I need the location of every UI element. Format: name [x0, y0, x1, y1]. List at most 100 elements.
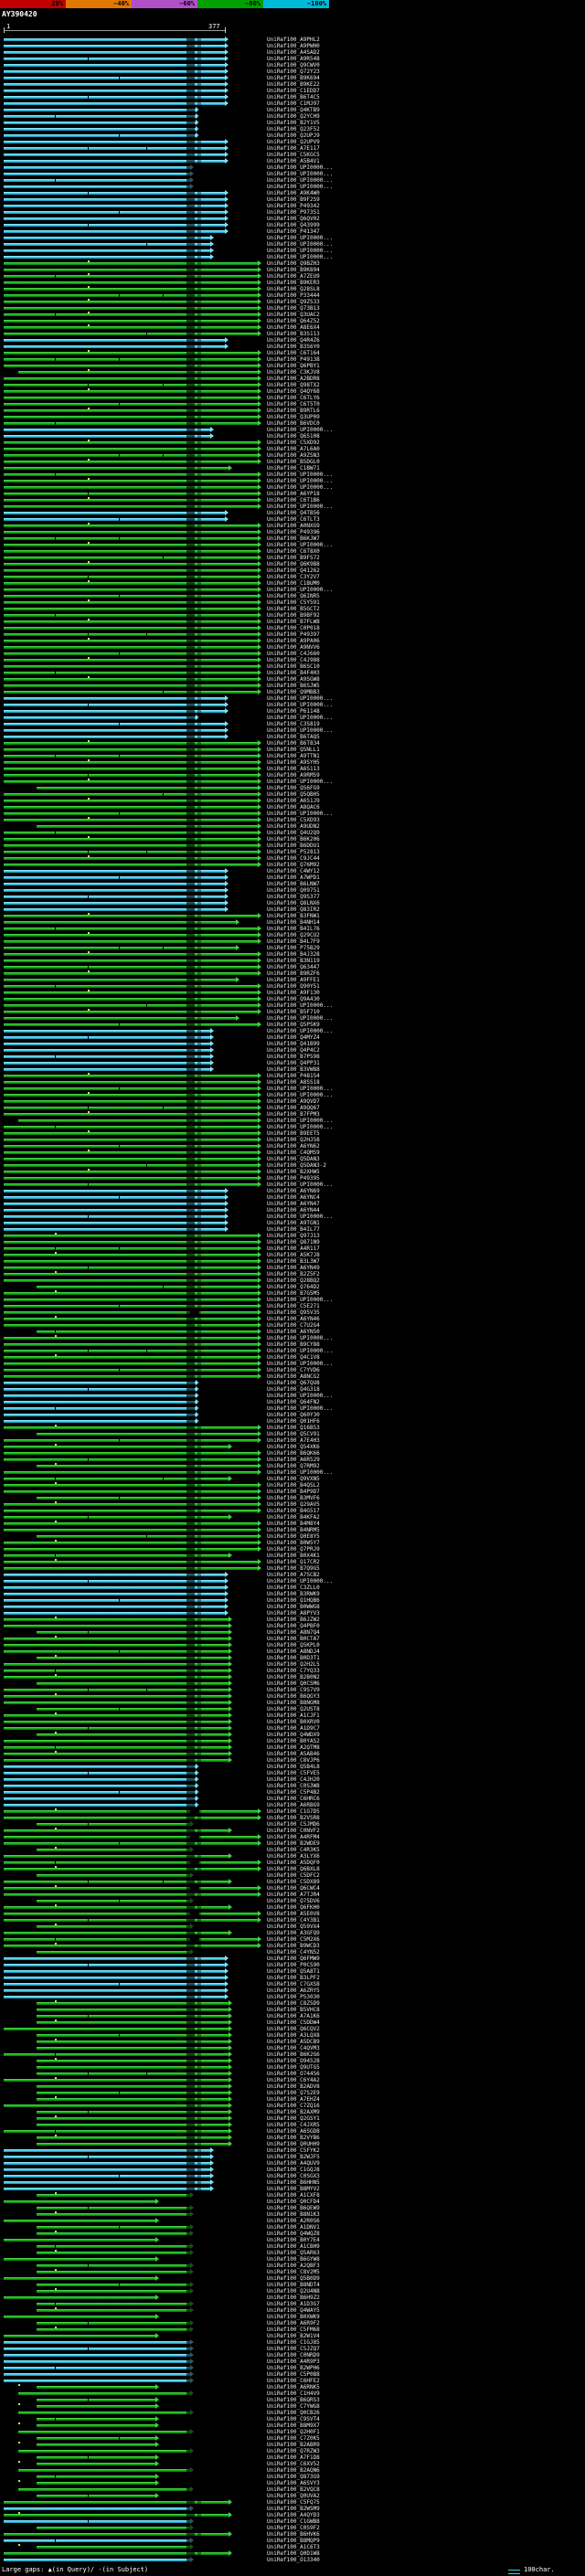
hsp-bar[interactable] — [37, 1465, 258, 1468]
hit-label[interactable]: UniRef100_Q4U2Q9 — [267, 830, 320, 836]
alignment-row[interactable]: UniRef100_A5AB46 — [0, 1751, 585, 1757]
hit-label[interactable]: UniRef100_A6ZRY5 — [267, 1988, 320, 1994]
alignment-row[interactable]: UniRef100_C4YN52 — [0, 1949, 585, 1956]
alignment-row[interactable]: UniRef100_UPI0000... — [0, 779, 585, 785]
hit-label[interactable]: UniRef100_C4JH20 — [267, 1776, 320, 1783]
hit-label[interactable]: UniRef100_Q0CSM6 — [267, 1680, 320, 1687]
alignment-row[interactable]: UniRef100_C5DFC2 — [0, 1872, 585, 1879]
alignment-row[interactable]: UniRef100_UPI0000... — [0, 1124, 585, 1130]
alignment-row[interactable]: UniRef100_A7ZEU9 — [0, 273, 585, 280]
hit-label[interactable]: UniRef100_P49396 — [267, 529, 320, 535]
hit-label[interactable]: UniRef100_UPI0000... — [267, 542, 334, 548]
hit-label[interactable]: UniRef100_Q41B99 — [267, 1041, 320, 1047]
hsp-bar[interactable] — [4, 557, 258, 559]
hit-label[interactable]: UniRef100_C5FVE5 — [267, 1770, 320, 1776]
alignment-row[interactable]: UniRef100_B2B0N2 — [0, 1674, 585, 1680]
alignment-row[interactable]: UniRef100_A9QQ67 — [0, 1105, 585, 1111]
hsp-bar[interactable] — [4, 1989, 225, 1992]
alignment-row[interactable]: UniRef100_P49395 — [0, 1175, 585, 1182]
hsp-bar[interactable] — [4, 1554, 229, 1557]
alignment-row[interactable]: UniRef100_Q59VX4 — [0, 1924, 585, 1930]
hsp-bar[interactable] — [4, 1145, 258, 1148]
alignment-row[interactable]: UniRef100_B8N1K3 — [0, 2211, 585, 2218]
alignment-row[interactable]: UniRef100_UPI0000... — [0, 177, 585, 184]
hit-label[interactable]: UniRef100_A6S1J9 — [267, 798, 320, 804]
alignment-row[interactable]: UniRef100_A9F130 — [0, 990, 585, 996]
alignment-row[interactable]: UniRef100_Q29CU2 — [0, 932, 585, 938]
hit-label[interactable]: UniRef100_Q2UST8 — [267, 1706, 320, 1712]
alignment-row[interactable]: UniRef100_A8NDJ4 — [0, 1648, 585, 1655]
alignment-row[interactable]: UniRef100_C3Y2V7 — [0, 574, 585, 580]
hit-label[interactable]: UniRef100_O13340 — [267, 2557, 320, 2563]
hsp-bar[interactable] — [4, 2514, 229, 2517]
hit-label[interactable]: UniRef100_UPI0000... — [267, 1028, 334, 1034]
hsp-bar[interactable] — [4, 1580, 225, 1583]
alignment-row[interactable]: UniRef100_Q75DV6 — [0, 1898, 585, 1904]
alignment-row[interactable]: UniRef100_B3L3W7 — [0, 1258, 585, 1265]
hit-label[interactable]: UniRef100_Q5CV91 — [267, 1431, 320, 1437]
alignment-row[interactable]: UniRef100_C5XD92 — [0, 440, 585, 446]
hsp-bar[interactable] — [4, 1100, 258, 1103]
alignment-row[interactable]: UniRef100_UPI0000... — [0, 171, 585, 177]
alignment-row[interactable]: UniRef100_UPI0000... — [0, 164, 585, 171]
alignment-row[interactable]: UniRef100_B9KER3 — [0, 280, 585, 286]
alignment-row[interactable]: UniRef100_UPI0000... — [0, 715, 585, 721]
hsp-bar[interactable] — [37, 2495, 155, 2497]
hsp-bar[interactable] — [37, 2405, 155, 2408]
hsp-bar[interactable] — [4, 1023, 258, 1026]
hit-label[interactable]: UniRef100_A9F130 — [267, 990, 320, 996]
hsp-bar[interactable] — [18, 2469, 190, 2472]
hit-label[interactable]: UniRef100_A6YN62 — [267, 1143, 320, 1150]
alignment-row[interactable]: UniRef100_UPI0000... — [0, 587, 585, 593]
hsp-bar[interactable] — [4, 1804, 196, 1807]
alignment-row[interactable]: UniRef100_Q4G318 — [0, 1386, 585, 1393]
hsp-bar[interactable] — [4, 397, 258, 399]
hsp-bar[interactable] — [37, 2456, 155, 2459]
alignment-row[interactable]: UniRef100_Q2GSY1 — [0, 2115, 585, 2122]
hsp-bar[interactable] — [4, 429, 210, 431]
hsp-bar[interactable] — [4, 1139, 258, 1141]
alignment-row[interactable]: UniRef100_C9S7V9 — [0, 1687, 585, 1693]
hit-label[interactable]: UniRef100_Q29AV5 — [267, 1501, 320, 1508]
alignment-row[interactable]: UniRef100_A5B4V1 — [0, 158, 585, 164]
alignment-row[interactable]: UniRef100_A5DCB9 — [0, 2039, 585, 2045]
hit-label[interactable]: UniRef100_C0NRD9 — [267, 2352, 320, 2359]
hit-label[interactable]: UniRef100_B2ADV8 — [267, 2083, 320, 2090]
hsp-bar[interactable] — [4, 1228, 225, 1231]
hit-label[interactable]: UniRef100_P97351 — [267, 209, 320, 216]
hsp-bar[interactable] — [4, 966, 258, 969]
hit-label[interactable]: UniRef100_Q56FG9 — [267, 785, 320, 791]
hit-label[interactable]: UniRef100_Q0CFD4 — [267, 2199, 320, 2205]
hit-label[interactable]: UniRef100_Q4WDX9 — [267, 1732, 320, 1738]
alignment-row[interactable]: UniRef100_A2R0S6 — [0, 2218, 585, 2224]
hsp-bar[interactable] — [37, 2136, 229, 2139]
hsp-bar[interactable] — [4, 1017, 236, 1020]
hit-label[interactable]: UniRef100_Q2H0F1 — [267, 2429, 320, 2435]
alignment-row[interactable]: UniRef100_UPI0000... — [0, 1335, 585, 1341]
alignment-row[interactable]: UniRef100_A3GFQ9 — [0, 1930, 585, 1936]
hsp-bar[interactable] — [4, 2373, 190, 2376]
hit-label[interactable]: UniRef100_Q764D2 — [267, 1284, 320, 1290]
alignment-row[interactable]: UniRef100_C4Y3B1 — [0, 1917, 585, 1924]
alignment-row[interactable]: UniRef100_A8QAC6 — [0, 804, 585, 811]
alignment-row[interactable]: UniRef100_B5GCT2 — [0, 606, 585, 612]
alignment-row[interactable]: UniRef100_B4IL77 — [0, 1226, 585, 1233]
alignment-row[interactable]: UniRef100_B4J328 — [0, 951, 585, 958]
alignment-row[interactable]: UniRef100_Q6CQV2 — [0, 2026, 585, 2032]
hit-label[interactable]: UniRef100_Q5NLL1 — [267, 747, 320, 753]
hit-label[interactable]: UniRef100_C3Y2V7 — [267, 574, 320, 580]
alignment-row[interactable]: UniRef100_UPI0000... — [0, 484, 585, 491]
hsp-bar[interactable] — [37, 1925, 190, 1928]
alignment-row[interactable]: UniRef100_A4R9P3 — [0, 2359, 585, 2365]
hit-label[interactable]: UniRef100_Q9S377 — [267, 894, 320, 900]
alignment-row[interactable]: UniRef100_A6YNC4 — [0, 1194, 585, 1201]
hsp-bar[interactable] — [4, 640, 258, 642]
alignment-row[interactable]: UniRef100_C0S9F2 — [0, 2525, 585, 2531]
hit-label[interactable]: UniRef100_A9PA06 — [267, 638, 320, 644]
alignment-row[interactable]: UniRef100_A6S1J9 — [0, 798, 585, 804]
hit-label[interactable]: UniRef100_B7FLW8 — [267, 619, 320, 625]
alignment-row[interactable]: UniRef100_Q2H0F1 — [0, 2429, 585, 2435]
hsp-bar[interactable] — [37, 2002, 229, 2005]
hsp-bar[interactable] — [4, 1772, 196, 1775]
hit-label[interactable]: UniRef100_B6KJW7 — [267, 535, 320, 542]
